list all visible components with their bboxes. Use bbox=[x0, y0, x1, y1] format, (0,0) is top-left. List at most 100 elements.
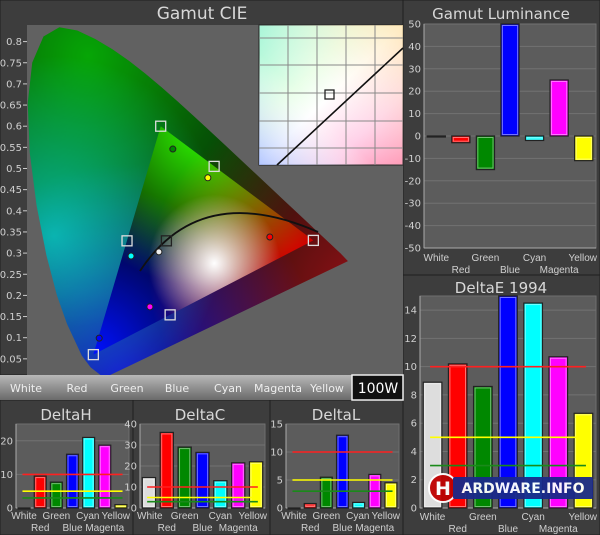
bar-yellow bbox=[248, 461, 264, 509]
bar-highlight bbox=[424, 383, 441, 508]
dc-title: DeltaC bbox=[175, 406, 226, 424]
x-category-label: Yellow bbox=[238, 511, 267, 522]
whitepoint-inset bbox=[258, 24, 404, 166]
target-magenta bbox=[164, 309, 176, 321]
y-tick-label: 50 bbox=[408, 20, 421, 31]
x-category-label: Cyan bbox=[523, 253, 546, 264]
bar-blue bbox=[335, 434, 350, 509]
cie-y-tick-label: 0.7 bbox=[6, 79, 22, 90]
bar-highlight bbox=[575, 137, 592, 160]
x-category-label: White bbox=[281, 511, 307, 522]
target-green bbox=[155, 120, 167, 132]
y-tick-label: -10 bbox=[405, 154, 421, 165]
bar-blue bbox=[195, 451, 210, 509]
x-category-label: Blue bbox=[500, 265, 520, 276]
target-blue bbox=[87, 348, 99, 361]
bar-red bbox=[303, 502, 317, 509]
y-tick-label: 8 bbox=[411, 390, 417, 401]
toolbar-button-label: Magenta bbox=[254, 382, 302, 395]
bar-highlight bbox=[161, 433, 173, 507]
x-category-label: Yellow bbox=[101, 511, 130, 522]
toolbar-button-magenta[interactable]: Magenta bbox=[254, 382, 302, 395]
y-tick-label: 10 bbox=[0, 470, 13, 481]
bar-white bbox=[141, 476, 157, 509]
bar-highlight bbox=[449, 364, 467, 507]
y-tick-label: 10 bbox=[408, 109, 421, 120]
bar-yellow bbox=[384, 482, 398, 509]
target-cyan bbox=[121, 235, 133, 247]
cie-y-tick-label: 0.2 bbox=[6, 291, 22, 302]
bar-cyan bbox=[524, 135, 545, 142]
toolbar-button-label: Red bbox=[67, 382, 88, 395]
bar-highlight bbox=[250, 462, 262, 507]
x-category-label: Cyan bbox=[209, 511, 232, 522]
y-tick-label: 5 bbox=[277, 476, 283, 487]
y-tick-label: 10 bbox=[404, 362, 417, 373]
toolbar-button-label: Green bbox=[110, 382, 143, 395]
cie-y-tick-label: 0.55 bbox=[0, 143, 22, 154]
toolbar-button-yellow[interactable]: Yellow bbox=[309, 382, 344, 395]
bar-highlight bbox=[452, 137, 469, 142]
measured-cyan bbox=[127, 252, 135, 260]
hardware-info-logo: H ARDWARE.INFO bbox=[428, 473, 593, 503]
cie-y-tick-label: 0.35 bbox=[0, 227, 22, 238]
toolbar-button-green[interactable]: Green bbox=[110, 382, 143, 395]
bar-highlight bbox=[305, 504, 316, 507]
x-category-label: Red bbox=[31, 523, 49, 534]
x-category-label: Magenta bbox=[540, 265, 579, 276]
toolbar-button-label: Blue bbox=[165, 382, 190, 395]
x-category-label: Blue bbox=[192, 523, 212, 534]
level-button[interactable] bbox=[351, 374, 404, 401]
y-tick-label: 20 bbox=[124, 462, 137, 473]
y-tick-label: 6 bbox=[411, 419, 417, 430]
x-category-label: White bbox=[11, 511, 37, 522]
x-category-label: White bbox=[424, 253, 450, 264]
inset-planckian-line bbox=[276, 47, 404, 166]
y-tick-label: 0 bbox=[7, 504, 13, 515]
y-tick-label: 30 bbox=[408, 64, 421, 75]
de-title: DeltaE 1994 bbox=[455, 279, 547, 297]
dl-chart: DeltaL 0 5 10 15 WhiteRedGreenBlueCyanMagenta… bbox=[270, 406, 401, 534]
x-category-label: Red bbox=[449, 524, 467, 535]
x-category-label: Magenta bbox=[539, 524, 578, 535]
y-tick-label: -30 bbox=[405, 199, 421, 210]
bar-highlight bbox=[51, 483, 62, 507]
bar-blue bbox=[500, 23, 520, 137]
x-category-label: Magenta bbox=[85, 523, 124, 534]
bar-highlight bbox=[477, 137, 494, 169]
dh-title: DeltaH bbox=[40, 406, 91, 424]
toolbar-button-red[interactable]: Red bbox=[67, 382, 88, 395]
bar-red bbox=[159, 431, 174, 509]
y-tick-label: 40 bbox=[124, 420, 137, 431]
inset-white-target bbox=[324, 89, 335, 100]
bar-green bbox=[475, 135, 496, 171]
bar-highlight bbox=[99, 446, 110, 507]
y-tick-label: 4 bbox=[411, 447, 417, 458]
toolbar-button-cyan[interactable]: Cyan bbox=[214, 382, 242, 395]
y-tick-label: -20 bbox=[405, 176, 421, 187]
cie-y-tick-label: 0.1 bbox=[6, 333, 22, 344]
dl-title: DeltaL bbox=[312, 406, 361, 424]
measured-white bbox=[155, 248, 163, 256]
target-white bbox=[160, 235, 173, 247]
y-tick-label: 20 bbox=[408, 87, 421, 98]
level-label: 100W bbox=[358, 381, 399, 397]
color-toolbar: White Red Green Blue Cyan Magenta Yellow 100W bbox=[0, 374, 404, 401]
lum-chart: Gamut Luminance -50 -40 -30 -20 -10 0 10 20 30 40 5… bbox=[405, 5, 598, 276]
bar-white bbox=[17, 507, 31, 510]
toolbar-button-blue[interactable]: Blue bbox=[165, 382, 190, 395]
bar-highlight bbox=[524, 304, 542, 508]
measured-yellow bbox=[204, 174, 212, 182]
toolbar-button-white[interactable]: White bbox=[10, 382, 42, 395]
bar-highlight bbox=[196, 453, 209, 508]
y-tick-label: 12 bbox=[404, 334, 417, 345]
bar-blue bbox=[65, 453, 80, 509]
bar-highlight bbox=[67, 455, 78, 507]
x-category-label: Yellow bbox=[371, 511, 400, 522]
bar-highlight bbox=[337, 436, 348, 508]
toolbar-button-label: Cyan bbox=[214, 382, 242, 395]
x-category-label: White bbox=[420, 512, 446, 523]
bar-highlight bbox=[143, 478, 155, 507]
bar-highlight bbox=[575, 414, 592, 508]
bar-magenta bbox=[548, 356, 569, 509]
